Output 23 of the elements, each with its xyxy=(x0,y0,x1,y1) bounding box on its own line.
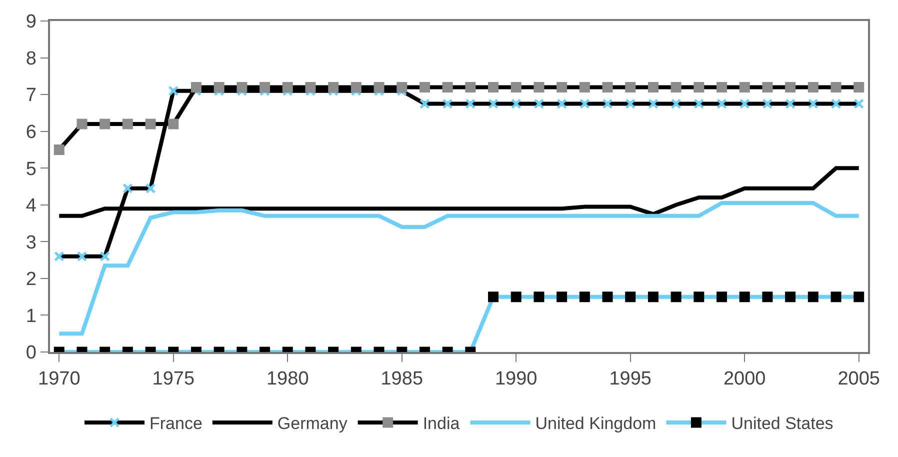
legend-label: United States xyxy=(731,414,834,434)
y-tick-label: 8 xyxy=(26,48,36,70)
x-tick-label: 2000 xyxy=(723,368,766,390)
x-tick-label: 1980 xyxy=(266,368,309,390)
x-tick-label: 1975 xyxy=(152,368,195,390)
y-tick-label: 6 xyxy=(26,122,36,143)
y-tick-label: 0 xyxy=(26,342,36,364)
legend-label: United Kingdom xyxy=(535,414,656,434)
legend-label: Germany xyxy=(277,414,348,434)
x-tick-label: 1970 xyxy=(38,368,80,390)
y-tick-label: 4 xyxy=(26,196,37,217)
x-tick-label: 2005 xyxy=(838,368,880,390)
legend-label: France xyxy=(150,414,202,434)
legend-label: India xyxy=(422,414,460,434)
y-tick-label: 1 xyxy=(26,306,36,327)
x-tick-label: 1995 xyxy=(609,368,652,390)
x-tick-label: 1985 xyxy=(380,368,424,390)
x-tick-label: 1990 xyxy=(494,368,538,390)
y-tick-label: 9 xyxy=(26,12,36,33)
y-tick-label: 5 xyxy=(26,158,36,180)
y-tick-label: 2 xyxy=(26,269,36,290)
y-tick-label: 3 xyxy=(26,232,36,254)
y-tick-label: 7 xyxy=(26,85,36,106)
